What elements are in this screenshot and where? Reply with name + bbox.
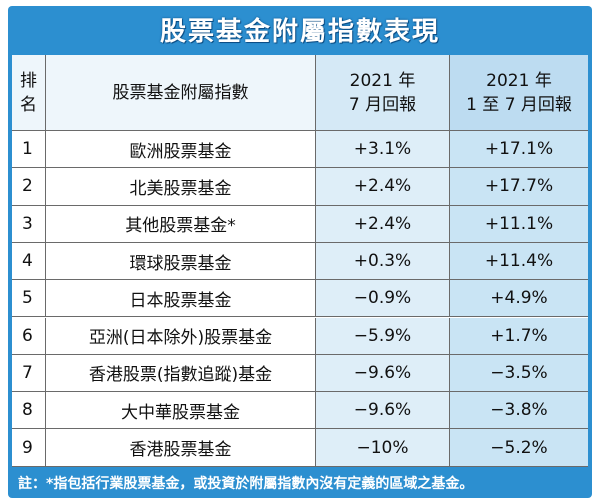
july-return-cell: −5.9%	[316, 317, 450, 355]
footnote: 註：*指包括行業股票基金，或投資於附屬指數內沒有定義的區域之基金。	[18, 476, 474, 492]
header-rank: 排 名	[12, 55, 46, 131]
table-row: 9 香港股票基金 −10% −5.2%	[12, 429, 588, 467]
fund-name-cell: 歐洲股票基金	[46, 131, 316, 169]
table-row: 8 大中華股票基金 −9.6% −3.8%	[12, 392, 588, 430]
table-row: 6 亞洲(日本除外)股票基金 −5.9% +1.7%	[12, 317, 588, 355]
ytd-return-cell: +17.1%	[450, 131, 588, 169]
july-return-cell: −10%	[316, 429, 450, 467]
table-row: 3 其他股票基金* +2.4% +11.1%	[12, 205, 588, 243]
july-return-cell: +2.4%	[316, 205, 450, 243]
fund-name-cell: 北美股票基金	[46, 168, 316, 206]
fund-name-cell: 大中華股票基金	[46, 392, 316, 430]
table-title: 股票基金附屬指數表現	[159, 16, 440, 47]
july-return-cell: −9.6%	[316, 392, 450, 430]
ytd-return-cell: +4.9%	[450, 280, 588, 318]
july-return-cell: −0.9%	[316, 280, 450, 318]
returns-table: 排 名 股票基金附屬指數 2021 年 7 月回報 2021 年 1 至 7 月…	[12, 55, 588, 467]
ytd-return-cell: −3.8%	[450, 392, 588, 430]
table-row: 7 香港股票(指數追蹤)基金 −9.6% −3.5%	[12, 354, 588, 393]
table-frame: 股票基金附屬指數表現 排 名 股票基金附屬指數 2021 年 7 月回報 202…	[8, 6, 592, 498]
header-name: 股票基金附屬指數	[46, 55, 316, 131]
table-row: 4 環球股票基金 +0.3% +11.4%	[12, 242, 588, 281]
ytd-return-cell: +11.4%	[450, 242, 588, 281]
fund-name-cell: 香港股票(指數追蹤)基金	[46, 354, 316, 393]
ytd-return-cell: −3.5%	[450, 354, 588, 393]
rank-cell: 8	[12, 392, 46, 430]
header-ytd-line2: 1 至 7 月回報	[466, 94, 572, 115]
rank-cell: 7	[12, 354, 46, 393]
header-rank-line1: 排	[20, 70, 37, 91]
table-row: 2 北美股票基金 +2.4% +17.7%	[12, 168, 588, 206]
rank-cell: 6	[12, 317, 46, 355]
july-return-cell: +3.1%	[316, 131, 450, 169]
header-july-line1: 2021 年	[349, 70, 416, 91]
fund-name-cell: 環球股票基金	[46, 242, 316, 281]
table-row: 5 日本股票基金 −0.9% +4.9%	[12, 280, 588, 318]
fund-name-cell: 日本股票基金	[46, 280, 316, 318]
july-return-cell: −9.6%	[316, 354, 450, 393]
header-july-line2: 7 月回報	[348, 94, 417, 115]
rank-cell: 4	[12, 242, 46, 281]
rank-cell: 2	[12, 168, 46, 206]
ytd-return-cell: −5.2%	[450, 429, 588, 467]
july-return-cell: +2.4%	[316, 168, 450, 206]
rank-cell: 9	[12, 429, 46, 467]
fund-name-cell: 亞洲(日本除外)股票基金	[46, 317, 316, 355]
header-rank-line2: 名	[20, 94, 37, 115]
ytd-return-cell: +17.7%	[450, 168, 588, 206]
rank-cell: 3	[12, 205, 46, 243]
header-row: 排 名 股票基金附屬指數 2021 年 7 月回報 2021 年 1 至 7 月…	[12, 55, 588, 131]
rank-cell: 5	[12, 280, 46, 318]
ytd-return-cell: +11.1%	[450, 205, 588, 243]
header-july: 2021 年 7 月回報	[316, 55, 450, 131]
rank-cell: 1	[12, 131, 46, 169]
table-row: 1 歐洲股票基金 +3.1% +17.1%	[12, 131, 588, 169]
ytd-return-cell: +1.7%	[450, 317, 588, 355]
header-ytd: 2021 年 1 至 7 月回報	[450, 55, 588, 131]
july-return-cell: +0.3%	[316, 242, 450, 281]
header-ytd-line1: 2021 年	[486, 70, 552, 91]
fund-name-cell: 香港股票基金	[46, 429, 316, 467]
fund-name-cell: 其他股票基金*	[46, 205, 316, 243]
